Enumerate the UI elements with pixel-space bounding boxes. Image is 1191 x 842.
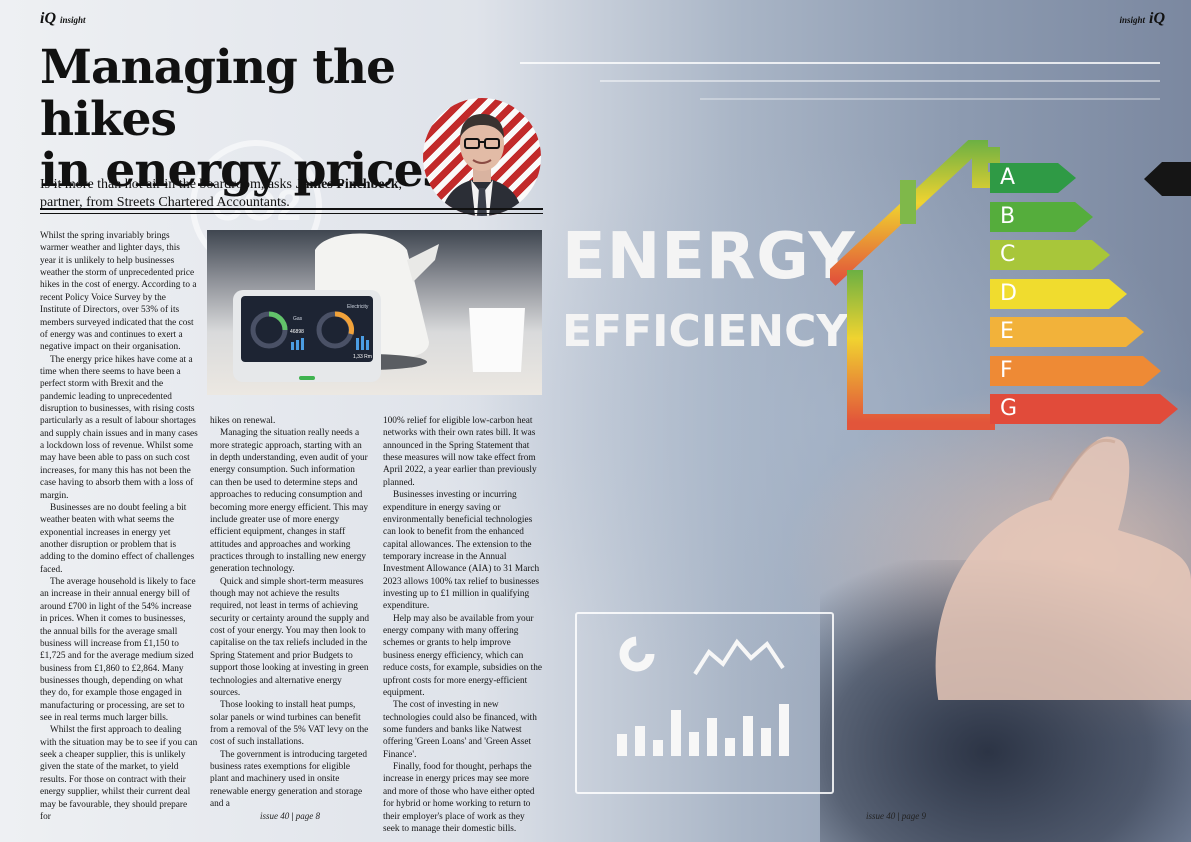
article-headline: Managing the hikes in energy prices xyxy=(40,40,449,199)
paragraph: Businesses are no doubt feeling a bit we… xyxy=(40,502,195,575)
energy-heading: ENERGY xyxy=(562,220,856,294)
arrow-shape-icon xyxy=(1144,162,1191,196)
house-outline-icon xyxy=(830,140,1000,430)
paragraph: Managing the situation really needs a mo… xyxy=(210,428,369,575)
background-light-line xyxy=(520,62,1160,64)
paragraph: The cost of investing in new technologie… xyxy=(383,700,537,760)
meter-right-value: 1,33 Rm xyxy=(353,354,372,360)
paragraph: The energy price hikes have come at a ti… xyxy=(40,354,198,501)
efficiency-heading: EFFICIENCY xyxy=(562,306,849,357)
paragraph: 100% relief for eligible low-carbon heat… xyxy=(383,416,537,488)
paragraph: Whilst the spring invariably brings warm… xyxy=(40,231,197,353)
paragraph: The government is introducing targeted b… xyxy=(210,749,367,810)
energy-rating-g: G xyxy=(990,394,1178,424)
paragraph: Quick and simple short-term measures tho… xyxy=(210,576,370,698)
paragraph: Finally, food for thought, perhaps the i… xyxy=(383,762,535,834)
background-light-line xyxy=(600,80,1160,82)
magazine-brand-left: iQ insight xyxy=(40,10,86,27)
paragraph: Help may also be available from your ene… xyxy=(383,613,543,698)
energy-rating-b: B xyxy=(990,201,1093,232)
energy-rating-f: F xyxy=(990,355,1161,386)
smart-meter-photo: Gas 46898 Electricity 1,33 Rm xyxy=(207,230,542,395)
pointing-hand-image xyxy=(935,436,1191,700)
paragraph: hikes on renewal. xyxy=(210,416,276,426)
author-portrait xyxy=(423,98,541,216)
page-number-left: issue 40 | page 8 xyxy=(260,811,320,821)
author-name: James Pinchbeck xyxy=(295,177,399,192)
dashboard-panel xyxy=(575,612,834,794)
article-column-3: 100% relief for eligible low-carbon heat… xyxy=(383,415,543,835)
paragraph: Whilst the first approach to dealing wit… xyxy=(40,725,198,822)
article-column-2: hikes on renewal. Managing the situation… xyxy=(210,415,370,811)
article-column-1: Whilst the spring invariably brings warm… xyxy=(40,230,198,823)
energy-rating-a: A xyxy=(990,163,1076,193)
energy-rating-e: E xyxy=(990,317,1144,347)
background-light-line xyxy=(700,98,1160,100)
article-standfirst: Is it more than hot air in the boardroom… xyxy=(40,177,403,210)
meter-left-label: Gas xyxy=(293,316,303,322)
divider-rule xyxy=(40,208,543,210)
meter-right-label: Electricity xyxy=(347,304,369,310)
meter-left-value: 46898 xyxy=(290,329,304,335)
donut-chart-icon xyxy=(619,636,655,672)
paragraph: Businesses investing or incurring expend… xyxy=(383,490,540,612)
divider-rule xyxy=(40,213,543,214)
paragraph: Those looking to install heat pumps, sol… xyxy=(210,700,369,748)
magazine-brand-right: insight iQ xyxy=(1119,10,1165,27)
paragraph: The average household is likely to face … xyxy=(40,577,196,724)
page-number-right: issue 40 | page 9 xyxy=(866,811,926,821)
energy-rating-c: C xyxy=(990,240,1110,270)
line-graph-icon xyxy=(693,638,785,676)
energy-rating-d: D xyxy=(990,278,1127,309)
bar-graph-icon xyxy=(617,704,789,756)
